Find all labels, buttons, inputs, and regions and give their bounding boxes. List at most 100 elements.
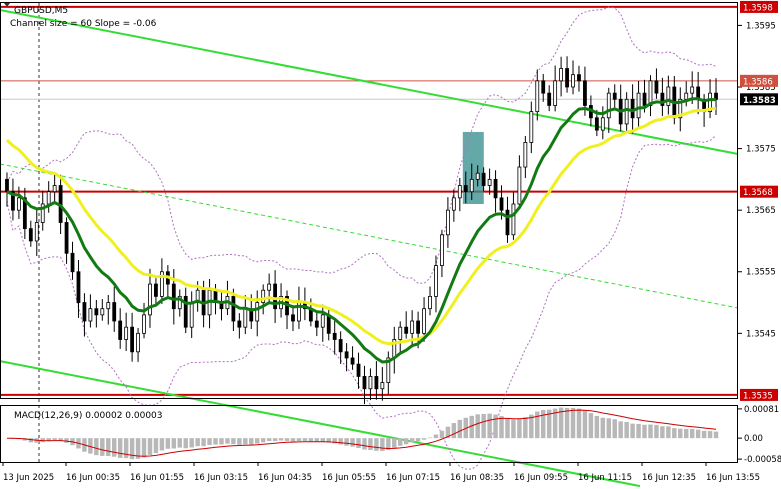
candle-body (159, 271, 164, 297)
candle-body (243, 308, 248, 328)
price-tick-label: 1.3555 (746, 268, 776, 278)
candle-body (594, 117, 599, 131)
candle-body (523, 142, 528, 168)
candle-body (398, 326, 403, 340)
candle-body (606, 92, 611, 119)
candle-body (624, 98, 629, 125)
candle-body (100, 308, 105, 316)
candle-body (40, 203, 45, 223)
candle-body (255, 302, 260, 322)
horizontal-levels (1, 5, 738, 396)
macd-tick-label: -0.00058 (744, 455, 781, 465)
candle-body (583, 80, 587, 106)
candle-body (380, 382, 385, 390)
channel-lower-line (0, 360, 641, 488)
candle-body (70, 252, 75, 273)
candle-body (5, 178, 9, 193)
candle-body (16, 197, 21, 211)
candle-body (148, 283, 152, 316)
lower-band-line (6, 135, 717, 470)
symbol-label: GBPUSD,M5 (14, 6, 68, 16)
candle-body (11, 191, 15, 211)
candle-body (654, 80, 659, 94)
candle-body (559, 68, 564, 82)
candle-body (416, 320, 421, 334)
time-tick-label: 16 Jun 05:55 (322, 473, 376, 483)
moving-averages (5, 97, 717, 364)
time-tick-label: 16 Jun 03:15 (194, 473, 248, 483)
candle-body (440, 234, 444, 266)
time-tick-label: 16 Jun 13:55 (706, 473, 760, 483)
candle-body (666, 86, 671, 106)
candle-body (291, 314, 295, 322)
candle-body (434, 265, 438, 297)
price-level-tag (740, 388, 778, 401)
envelope-bands (6, 6, 717, 470)
candle-body (612, 92, 617, 100)
candle-body (267, 283, 272, 291)
candle-body (112, 302, 117, 322)
time-tick-label: 16 Jun 09:55 (514, 473, 568, 483)
candle-body (183, 295, 188, 328)
main-price-panel (0, 2, 739, 488)
candle-body (154, 283, 158, 297)
time-tick-label: 13 Jun 2025 (3, 473, 54, 483)
candle-body (46, 191, 51, 205)
macd-panel: 0.00081 0.00 -0.00058 (0, 405, 781, 465)
macd-tick-label: 0.00081 (744, 405, 779, 415)
candle-body (362, 376, 367, 390)
candle-body (529, 111, 534, 143)
candle-body (130, 326, 135, 353)
candle-body (52, 185, 57, 193)
candle-body (684, 92, 689, 100)
candle-body (511, 203, 516, 236)
upper-band-line (6, 6, 717, 284)
indicator-label: Channel size = 60 Slope = -0.06 (10, 19, 157, 29)
channel-mid-line (0, 163, 739, 309)
candle-body (22, 197, 27, 230)
candle-body (124, 326, 129, 340)
candle-body (636, 92, 641, 119)
macd-panel-frame (0, 405, 738, 463)
price-level-tag-text: 1.3586 (743, 77, 773, 87)
price-level-tag-text: 1.3598 (743, 3, 773, 13)
time-tick-label: 16 Jun 04:35 (258, 473, 312, 483)
candle-body (660, 92, 665, 106)
current-price-tag (740, 93, 778, 106)
candle-body (34, 222, 39, 242)
candle-body (338, 339, 343, 353)
candle-body (410, 320, 415, 334)
price-tick-label: 1.3565 (746, 206, 776, 216)
time-tick-label: 16 Jun 11:15 (578, 473, 632, 483)
current-price-tag-text: 1.3583 (743, 96, 776, 106)
candle-body (106, 302, 111, 310)
candle-body (428, 295, 432, 310)
price-tick-label: 1.3595 (746, 21, 776, 31)
candle-body (88, 308, 93, 322)
highlight-box (462, 131, 484, 205)
candle-body (457, 185, 462, 199)
time-tick-label: 16 Jun 12:35 (642, 473, 696, 483)
candle-body (28, 228, 33, 242)
time-tick-label: 16 Jun 00:35 (66, 473, 120, 483)
candle-body (314, 320, 319, 328)
candle-body (344, 351, 349, 359)
price-level-tag (740, 0, 778, 13)
slow-moving-average-line (5, 106, 717, 346)
fast-moving-average-line (6, 97, 716, 364)
candle-body (332, 332, 337, 340)
candle-body (547, 92, 552, 106)
candle-body (714, 92, 718, 100)
candle-body (368, 376, 373, 390)
candle-body (273, 283, 278, 310)
candle-body (553, 80, 558, 106)
candle-body (404, 326, 409, 334)
candle-body (320, 314, 325, 328)
candle-body (231, 295, 236, 322)
candle-body (475, 172, 480, 180)
candle-body (577, 74, 581, 82)
price-level-tag-text: 1.3568 (743, 188, 773, 198)
candle-body (678, 98, 683, 119)
main-panel-frame (0, 2, 738, 399)
